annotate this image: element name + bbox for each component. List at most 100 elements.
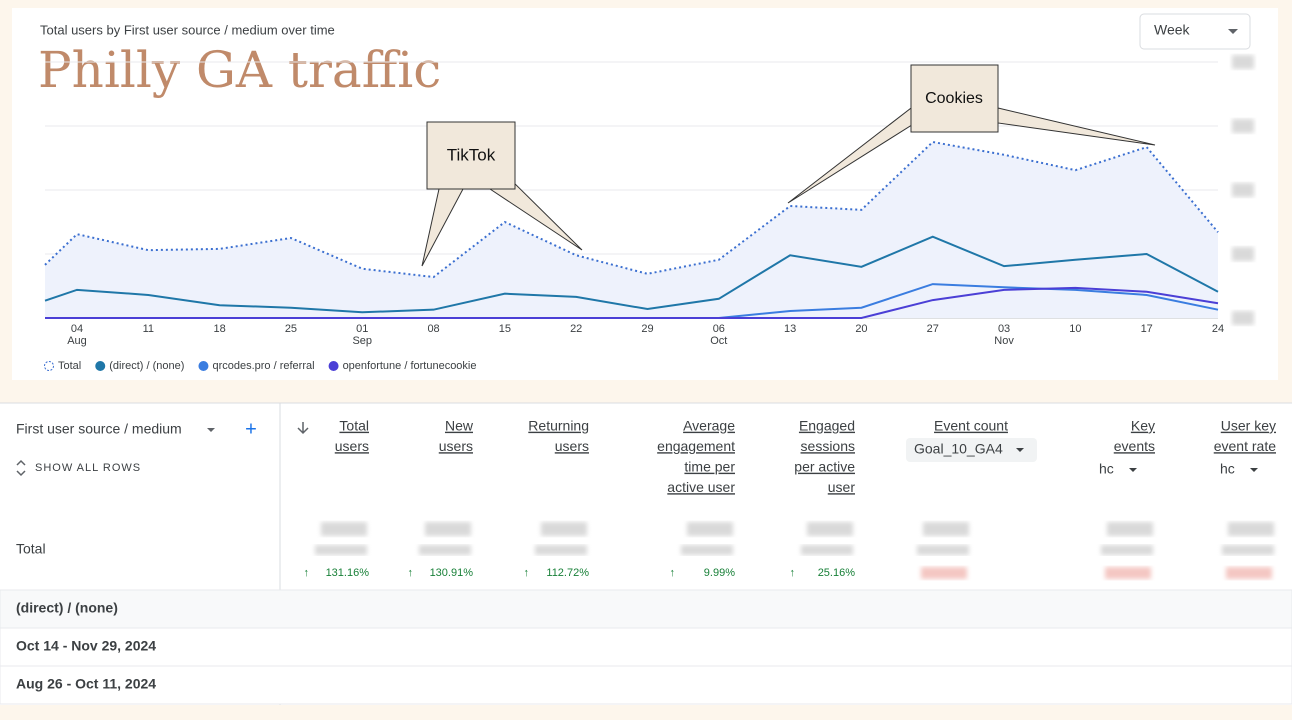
column-header: time per [684, 459, 735, 475]
x-tick-label: 10 [1069, 323, 1081, 335]
legend-label: Total [58, 360, 81, 372]
series-line [45, 286, 1219, 319]
x-tick-label: 29 [641, 323, 653, 335]
x-tick-label: 06 [713, 323, 725, 335]
legend-label: openfortune / fortunecookie [343, 360, 477, 372]
change-arrow: ↑ [790, 567, 796, 579]
column-header: Event count [934, 418, 1008, 434]
y-tick-blur [1232, 183, 1254, 197]
sort-arrow [297, 422, 309, 435]
x-tick-label: 18 [214, 323, 226, 335]
period-label[interactable]: Week [1154, 22, 1191, 38]
column-header: per active [794, 459, 855, 475]
column-header: sessions [801, 438, 855, 454]
series-line [44, 235, 1219, 314]
change-arrow: ↑ [304, 567, 310, 579]
x-tick-month: Nov [994, 335, 1014, 347]
y-tick-blur [1232, 55, 1254, 69]
x-tick-label: 25 [285, 323, 297, 335]
dropdown-arrow [1016, 448, 1024, 452]
column-header: Total [339, 418, 369, 434]
blurred-value [541, 522, 587, 536]
column-header: Returning [528, 418, 589, 434]
column-header: users [555, 438, 589, 454]
annotation: Cookies [925, 90, 983, 107]
dropdown-arrow [1129, 468, 1137, 472]
selector-label[interactable]: Goal_10_GA4 [914, 441, 1003, 457]
x-tick-label: 03 [998, 323, 1010, 335]
legend-swatch [95, 361, 106, 371]
blurred-value [1222, 545, 1274, 555]
blurred-value [1107, 522, 1153, 536]
blurred-value [315, 545, 367, 555]
row-bg [0, 589, 1292, 629]
blurred-value [535, 545, 587, 555]
column-header: New [445, 418, 474, 434]
area [45, 142, 1218, 318]
x-tick-label: 13 [784, 323, 796, 335]
legend-swatch [44, 361, 54, 371]
x-tick-label: 04 [71, 323, 83, 335]
annotation: TikTok [447, 145, 496, 164]
column-header: users [439, 438, 473, 454]
legend-swatch [198, 361, 209, 371]
x-tick-label: 17 [1141, 323, 1153, 335]
series-line [44, 140, 1219, 279]
change-value: 9.99% [704, 567, 735, 579]
x-tick-label: 15 [499, 323, 511, 335]
row-label: Total [16, 541, 46, 557]
selector-label[interactable]: hc [1220, 461, 1235, 477]
column-header: event rate [1214, 438, 1276, 454]
legend-label: (direct) / (none) [109, 360, 184, 372]
blurred-value [419, 545, 471, 555]
y-tick-blur [1232, 311, 1254, 325]
blurred-change [921, 567, 967, 579]
column-header: user [828, 479, 856, 495]
x-tick-label: 22 [570, 323, 582, 335]
x-tick-label: 11 [143, 323, 154, 335]
blurred-value [917, 545, 969, 555]
column-header: events [1114, 438, 1155, 454]
overlay-title: Philly GA traffic [38, 41, 441, 99]
blurred-value [801, 545, 853, 555]
blurred-value [321, 522, 367, 536]
callout-box [910, 64, 999, 133]
blurred-change [1226, 567, 1272, 579]
change-value: 112.72% [546, 567, 589, 579]
column-header: active user [667, 479, 735, 495]
metric-selector[interactable] [906, 438, 1037, 462]
dropdown-arrow [207, 428, 215, 432]
column-header: engagement [657, 438, 735, 454]
change-arrow: ↑ [524, 567, 530, 579]
y-tick-blur [1232, 247, 1254, 261]
add-dimension[interactable]: + [245, 418, 257, 440]
legend-label: qrcodes.pro / referral [212, 360, 314, 372]
column-header: User key [1221, 418, 1276, 434]
x-tick-label: 08 [427, 323, 439, 335]
blurred-value [425, 522, 471, 536]
change-arrow: ↑ [670, 567, 676, 579]
change-value: 130.91% [430, 567, 474, 579]
blurred-value [687, 522, 733, 536]
blurred-value [681, 545, 733, 555]
selector-label[interactable]: hc [1099, 461, 1114, 477]
legend-swatch [328, 361, 339, 371]
blurred-value [1228, 522, 1274, 536]
column-header: Key [1131, 418, 1155, 434]
show-all-rows[interactable]: SHOW ALL ROWS [35, 462, 141, 474]
x-tick-month: Sep [352, 335, 372, 347]
column-header: users [335, 438, 369, 454]
row-label: Oct 14 - Nov 29, 2024 [16, 638, 156, 654]
x-tick-month: Oct [710, 335, 727, 347]
blurred-value [1101, 545, 1153, 555]
row-label: (direct) / (none) [16, 600, 118, 616]
x-tick-label: 24 [1212, 323, 1224, 335]
x-tick-month: Aug [67, 335, 87, 347]
x-tick-label: 20 [855, 323, 867, 335]
dimension-selector[interactable]: First user source / medium [16, 421, 182, 437]
row-label: Aug 26 - Oct 11, 2024 [16, 676, 156, 692]
column-header: Average [683, 418, 735, 434]
period-dropdown[interactable] [1139, 13, 1251, 50]
blurred-change [1105, 567, 1151, 579]
